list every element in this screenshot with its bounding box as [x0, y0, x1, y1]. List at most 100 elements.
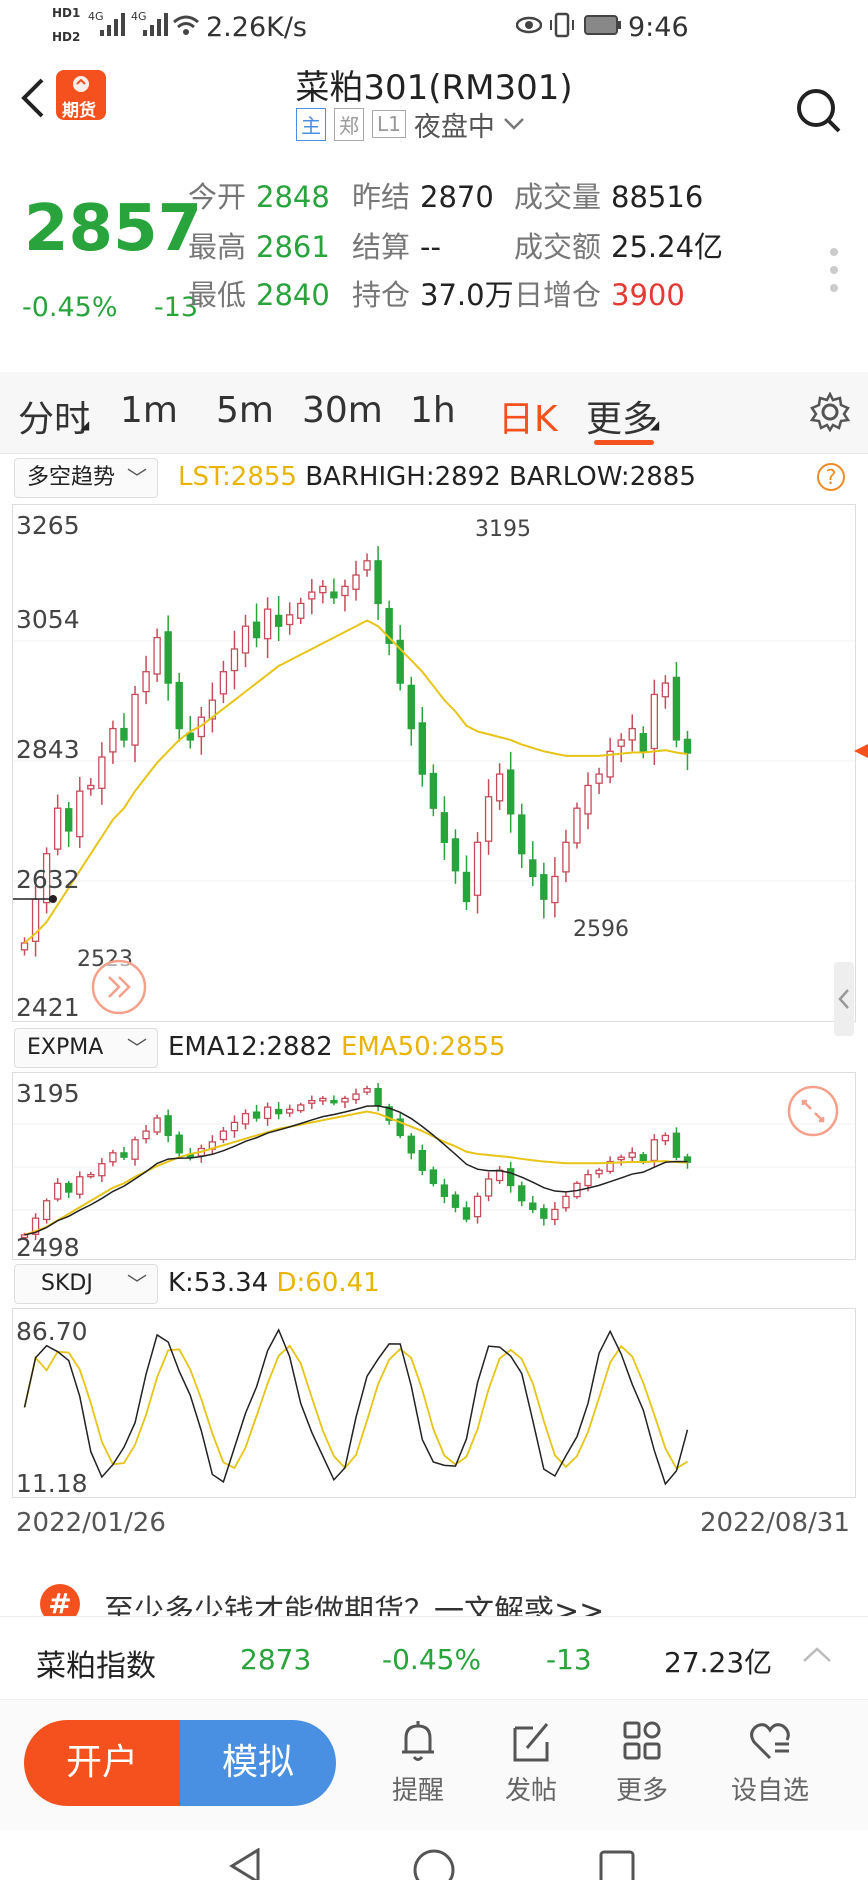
skdj-chart[interactable]: 86.70 11.18 — [12, 1308, 856, 1498]
candle-body — [529, 859, 537, 878]
candle-body — [606, 750, 614, 778]
ema12-value: EMA12:2882 — [168, 1032, 333, 1062]
expma-chart[interactable]: 3195 2498 — [12, 1072, 856, 1260]
candle-body — [142, 671, 150, 693]
post-button[interactable]: 发帖 — [486, 1720, 576, 1807]
tag-exchange: 郑 — [334, 107, 364, 141]
candle-body — [263, 1106, 272, 1120]
side-collapse-handle[interactable] — [834, 962, 854, 1036]
stat-7: 持仓 37.0万 — [352, 272, 514, 314]
indicator-select-main[interactable]: 多空趋势 ﹀ — [14, 458, 158, 498]
simulate-button[interactable]: 模拟 — [180, 1720, 336, 1806]
high-marker: 3195 — [475, 517, 531, 542]
barhigh-value: BARHIGH:2892 — [305, 462, 501, 492]
expma-y-top: 3195 — [16, 1079, 80, 1108]
candle-body — [650, 693, 659, 750]
candle-body — [42, 853, 51, 904]
kline-chart[interactable]: 3265 3054 2843 2632 2421 3195 2596 2523 — [12, 504, 856, 1022]
indicator-select-main-label: 多空趋势 — [27, 465, 116, 490]
tab-1[interactable]: 1m — [120, 390, 178, 431]
indicator-select-skdj[interactable]: SKDJ ﹀ — [14, 1264, 158, 1304]
indicator-select-expma[interactable]: EXPMA ﹀ — [14, 1028, 158, 1068]
nav-home-icon[interactable] — [412, 1848, 456, 1880]
candle-body — [319, 1097, 327, 1102]
candle-body — [595, 1169, 603, 1175]
more-dots-icon[interactable] — [828, 246, 840, 296]
more-button[interactable]: 更多 — [597, 1720, 687, 1807]
lst-line — [23, 619, 688, 944]
candle-body — [219, 1130, 228, 1141]
alert-button[interactable]: 提醒 — [373, 1720, 463, 1807]
stat-8: 日增仓 3900 — [514, 272, 685, 314]
lst-value: LST:2855 — [178, 462, 297, 492]
candle-body — [506, 769, 515, 815]
index-price: 2873 — [240, 1643, 312, 1676]
sim1-label: HD1 — [52, 6, 81, 20]
open-account-button[interactable]: 开户 — [24, 1720, 180, 1806]
signal-icon-2 — [143, 13, 168, 36]
candle-body — [584, 1173, 592, 1187]
tab-5[interactable]: 日K — [498, 399, 558, 440]
candle-body — [473, 841, 482, 896]
candle-body — [263, 608, 272, 640]
fullscreen-icon[interactable] — [785, 1083, 841, 1139]
candle-body — [153, 1117, 161, 1133]
candle-body — [628, 1152, 636, 1158]
candle-body — [595, 773, 603, 784]
help-icon[interactable]: ? — [816, 462, 846, 492]
edit-icon — [513, 1723, 549, 1762]
stat-value: 25.24亿 — [611, 230, 724, 264]
candle-body — [451, 1194, 460, 1208]
stat-value: -- — [420, 230, 441, 264]
tab-3[interactable]: 30m — [302, 390, 383, 431]
stat-1: 昨结 2870 — [352, 174, 494, 216]
candle-body — [274, 614, 283, 627]
lst-line — [24, 1110, 688, 1236]
candle-body — [297, 602, 305, 619]
expand-arrows-icon[interactable] — [89, 957, 149, 1017]
session-selector[interactable]: 主 郑 L1 夜盘中 — [296, 104, 525, 144]
search-icon[interactable] — [794, 86, 842, 134]
change-amount: -13 — [154, 292, 199, 323]
candle-body — [252, 1111, 261, 1119]
k-value: K:53.34 — [168, 1268, 269, 1298]
index-change: -13 — [546, 1643, 592, 1676]
tab-4[interactable]: 1h — [410, 390, 456, 431]
candle-body — [518, 1185, 526, 1202]
candle-body — [551, 875, 559, 904]
clock: 9:46 — [628, 12, 689, 43]
candle-body — [330, 1099, 338, 1104]
stat-label: 昨结 — [352, 180, 411, 214]
candle-body — [308, 591, 316, 600]
alert-label: 提醒 — [391, 1776, 444, 1806]
candle-body — [109, 1152, 117, 1163]
candle-body — [506, 1168, 515, 1187]
index-bar[interactable]: 菜粕指数 2873 -0.45% -13 27.23亿 — [0, 1616, 868, 1700]
candle-body — [87, 1173, 95, 1178]
candle-body — [562, 1195, 570, 1209]
candle-body — [286, 614, 294, 626]
back-icon[interactable] — [18, 78, 48, 118]
candle-body — [418, 1150, 426, 1171]
tab-6[interactable]: 更多 — [586, 399, 659, 440]
skdj-svg — [23, 1328, 689, 1486]
candle-body — [219, 671, 228, 695]
tag-main: 主 — [296, 107, 326, 141]
candle-body — [352, 1093, 360, 1101]
add-watchlist-button[interactable]: 设自选 — [722, 1720, 818, 1807]
sim2-label: HD2 — [52, 30, 81, 44]
settings-gear-icon[interactable] — [810, 392, 850, 432]
d-value: D:60.41 — [276, 1268, 380, 1298]
chevron-up-icon[interactable] — [802, 1645, 832, 1665]
expma-values: EMA12:2882 EMA50:2855 — [168, 1032, 506, 1062]
stat-label: 成交额 — [514, 230, 602, 264]
candle-body — [584, 784, 592, 815]
stat-value: 88516 — [611, 180, 704, 214]
tab-0[interactable]: 分时 — [18, 399, 91, 440]
nav-back-icon[interactable] — [228, 1848, 264, 1880]
battery-icon — [584, 15, 621, 35]
logo-text: 期货 — [62, 101, 96, 121]
tab-2[interactable]: 5m — [216, 390, 274, 431]
nav-recent-icon[interactable] — [598, 1848, 638, 1880]
ad-banner[interactable]: # 至少多少钱才能做期货？一文解惑>> — [0, 1556, 868, 1616]
